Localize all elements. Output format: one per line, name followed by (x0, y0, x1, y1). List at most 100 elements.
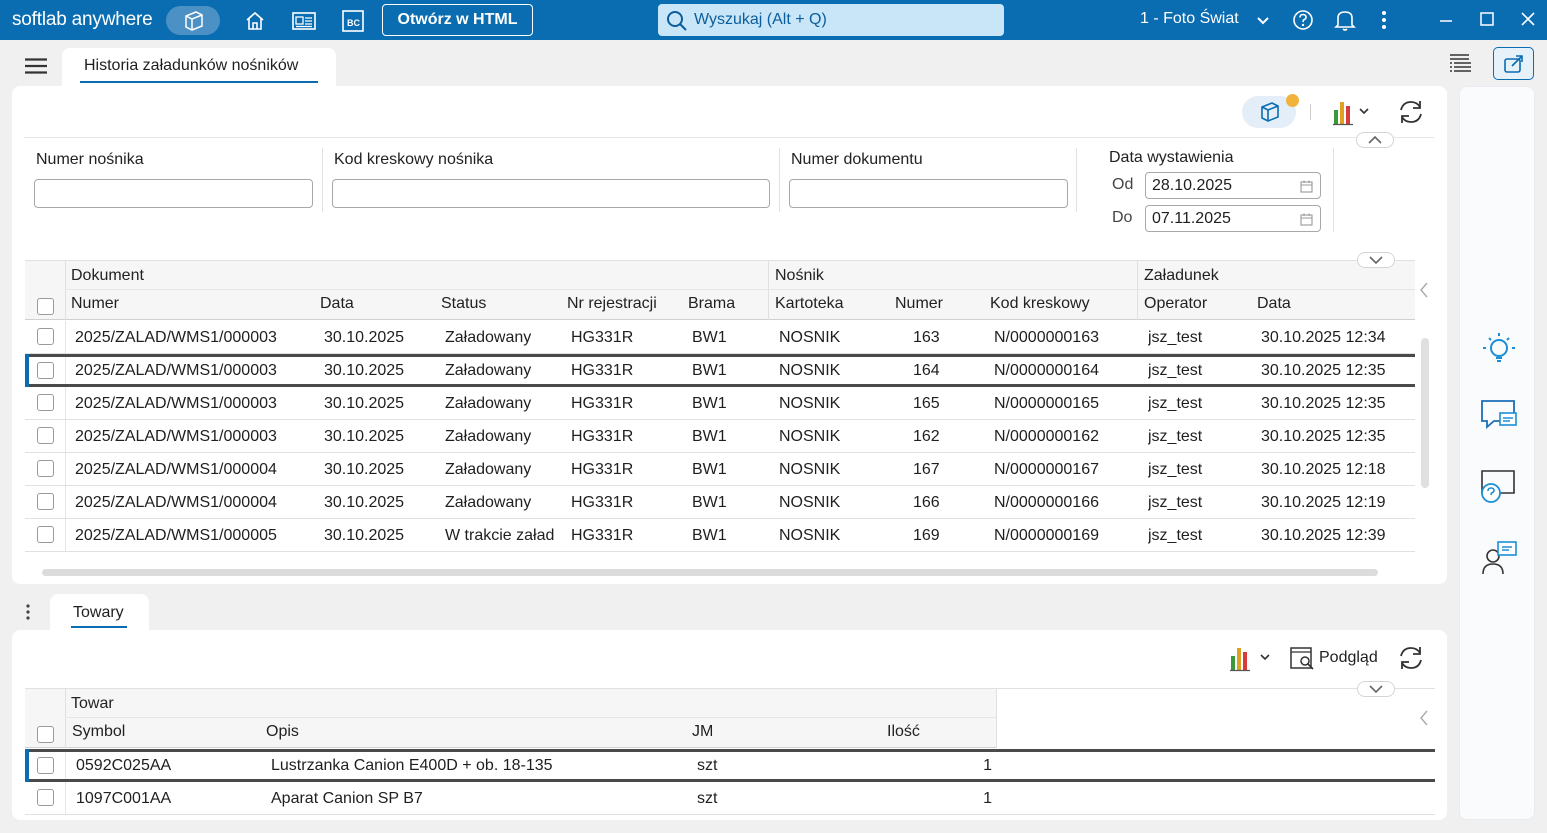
expand-filters-icon[interactable] (1357, 252, 1395, 268)
col-symbol[interactable]: Symbol (72, 723, 126, 740)
more-vertical-icon[interactable] (1376, 8, 1392, 32)
more-vertical-icon[interactable] (25, 603, 31, 626)
col-kartoteka[interactable]: Kartoteka (775, 295, 844, 312)
grid-header (25, 260, 1415, 320)
cell-nosnik-numer: 166 (913, 494, 940, 511)
cell-jm: szt (697, 757, 718, 774)
cell-nr-rejestracji: HG331R (571, 362, 634, 379)
podglad-button[interactable]: Podgląd (1290, 645, 1378, 671)
table-row[interactable]: 2025/ZALAD/WMS1/000005 30.10.2025 W trakci… (25, 519, 1415, 552)
row-checkbox[interactable] (37, 526, 54, 543)
help-icon[interactable] (1291, 8, 1315, 32)
col-opis[interactable]: Opis (266, 723, 299, 740)
open-html-button[interactable]: Otwórz w HTML (382, 4, 533, 36)
collapse-filters-icon[interactable] (1356, 132, 1394, 148)
cell-status: Załadowany (445, 428, 532, 445)
cell-status: Załadowany (445, 461, 532, 478)
home-icon[interactable] (242, 8, 268, 34)
col-ilosc[interactable]: Ilość (887, 723, 920, 740)
table-row[interactable]: 2025/ZALAD/WMS1/000004 30.10.2025 Załadowa… (25, 453, 1415, 486)
numer-nosnika-input[interactable] (34, 179, 313, 208)
col-nr-rejestracji[interactable]: Nr rejestracji (567, 295, 657, 312)
bc-icon[interactable]: BC (340, 8, 366, 34)
chevron-down-icon[interactable] (1254, 12, 1272, 30)
cell-zaladunek-data: 30.10.2025 12:35 (1261, 428, 1386, 445)
refresh-icon[interactable] (1397, 98, 1425, 131)
row-checkbox[interactable] (37, 328, 54, 345)
modules-icon[interactable] (166, 6, 220, 35)
row-checkbox[interactable] (37, 427, 54, 444)
col-jm[interactable]: JM (692, 723, 714, 740)
table-row[interactable]: 2025/ZALAD/WMS1/000003 30.10.2025 Załadowa… (25, 354, 1415, 387)
help-chat-icon[interactable] (1480, 469, 1518, 510)
brand-logo: softlab anywhere (12, 9, 153, 30)
col-nosnik-numer[interactable]: Numer (895, 295, 944, 312)
numer-dokumentu-input[interactable] (789, 179, 1068, 208)
date-to-input[interactable]: 07.11.2025 (1145, 205, 1321, 232)
col-brama[interactable]: Brama (688, 295, 736, 312)
preview-icon (1290, 647, 1314, 670)
news-icon[interactable] (290, 8, 318, 34)
cell-nosnik-numer: 162 (913, 428, 940, 445)
calendar-icon[interactable] (1300, 180, 1313, 193)
cell-data: 30.10.2025 (324, 395, 405, 412)
select-all-checkbox[interactable] (37, 298, 54, 315)
menu-icon[interactable] (25, 58, 47, 79)
vertical-scrollbar[interactable] (1421, 338, 1429, 488)
col-data[interactable]: Data (320, 295, 354, 312)
header-divider (768, 260, 769, 320)
maximize-icon[interactable] (1477, 9, 1497, 29)
col-kod-kreskowy[interactable]: Kod kreskowy (990, 295, 1090, 312)
cell-kartoteka: NOSNIK (779, 362, 841, 379)
chevron-left-icon[interactable] (1419, 282, 1429, 303)
support-icon[interactable] (1480, 540, 1518, 581)
lightbulb-icon[interactable] (1480, 330, 1518, 371)
row-checkbox[interactable] (37, 789, 54, 806)
table-row[interactable]: 2025/ZALAD/WMS1/000003 30.10.2025 Załadowa… (25, 420, 1415, 453)
tab-historia-zaladunkow[interactable]: Historia załadunków nośników (62, 48, 336, 88)
svg-text:BC: BC (347, 18, 360, 28)
chart-dropdown-icon[interactable] (1332, 98, 1370, 131)
table-row[interactable]: 2025/ZALAD/WMS1/000003 30.10.2025 Załadowa… (25, 387, 1415, 420)
cell-kartoteka: NOSNIK (779, 461, 841, 478)
row-checkbox[interactable] (37, 757, 54, 774)
table-row[interactable]: 2025/ZALAD/WMS1/000003 30.10.2025 Załadowa… (25, 321, 1415, 354)
list-item[interactable]: 1097C001AA Aparat Canion SP B7 szt 1 (25, 782, 1435, 815)
chevron-left-icon[interactable] (1419, 710, 1429, 731)
minimize-icon[interactable] (1436, 10, 1456, 30)
expand-icon[interactable] (1357, 681, 1395, 697)
list-item[interactable]: 0592C025AA Lustrzanka Canion E400D + ob. … (25, 749, 1435, 782)
filter-active-badge (1286, 94, 1299, 107)
cell-nosnik-numer: 165 (913, 395, 940, 412)
col-zaladunek-data[interactable]: Data (1257, 295, 1291, 312)
share-icon[interactable] (1493, 47, 1534, 80)
row-checkbox[interactable] (37, 493, 54, 510)
search-icon (667, 11, 687, 31)
row-checkbox[interactable] (37, 362, 54, 379)
refresh-icon[interactable] (1397, 644, 1425, 677)
chart-dropdown-icon[interactable] (1229, 644, 1275, 677)
date-from-input[interactable]: 28.10.2025 (1145, 172, 1321, 199)
close-icon[interactable] (1518, 9, 1538, 29)
toolbar-separator (24, 137, 1434, 138)
row-checkbox[interactable] (37, 394, 54, 411)
cell-brama: BW1 (692, 527, 727, 544)
cell-opis: Aparat Canion SP B7 (271, 790, 423, 807)
search-input[interactable]: Wyszukaj (Alt + Q) (658, 4, 1004, 36)
kod-kreskowy-input[interactable] (332, 179, 770, 208)
horizontal-scrollbar[interactable] (42, 569, 1378, 576)
col-numer[interactable]: Numer (71, 295, 120, 312)
company-selector[interactable]: 1 - Foto Świat (1140, 10, 1239, 28)
row-divider (65, 357, 66, 384)
chat-icon[interactable] (1480, 399, 1518, 440)
table-row[interactable]: 2025/ZALAD/WMS1/000004 30.10.2025 Załadowa… (25, 486, 1415, 519)
row-checkbox[interactable] (37, 460, 54, 477)
list-settings-icon[interactable] (1449, 53, 1473, 80)
bell-icon[interactable] (1333, 8, 1357, 32)
tab-towary[interactable]: Towary (50, 594, 149, 631)
col-operator[interactable]: Operator (1144, 295, 1208, 312)
calendar-icon[interactable] (1300, 213, 1313, 226)
col-status[interactable]: Status (441, 295, 487, 312)
cell-ilosc: 1 (983, 757, 992, 774)
select-all-checkbox[interactable] (37, 726, 54, 743)
